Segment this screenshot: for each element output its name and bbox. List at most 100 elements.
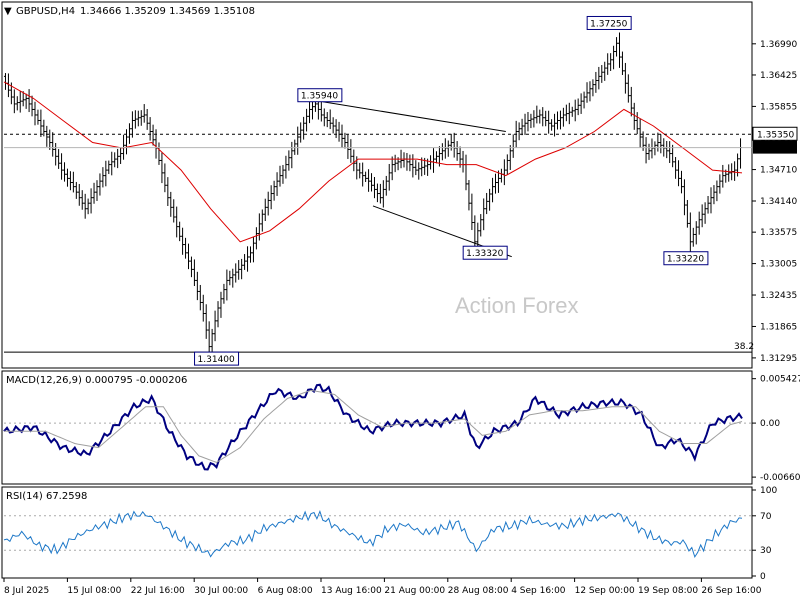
price-bar bbox=[71, 171, 75, 193]
price-bar bbox=[375, 183, 379, 203]
price-bar bbox=[12, 89, 16, 114]
price-bar bbox=[334, 119, 338, 139]
price-bar bbox=[305, 108, 309, 132]
price-bar bbox=[367, 169, 371, 192]
price-bar bbox=[694, 221, 698, 245]
price-bar bbox=[92, 182, 96, 204]
price-bar bbox=[24, 93, 28, 109]
price-bar bbox=[151, 124, 155, 146]
price-bar bbox=[113, 152, 117, 168]
rsi-y-tick-label: 30 bbox=[760, 546, 772, 556]
price-bar bbox=[234, 263, 238, 283]
price-bar bbox=[248, 246, 252, 263]
price-bar bbox=[101, 167, 105, 188]
price-bar bbox=[517, 122, 521, 141]
current-price-tag bbox=[753, 140, 797, 154]
price-bar bbox=[80, 190, 84, 210]
price-bar bbox=[668, 141, 672, 164]
price-bar bbox=[237, 260, 241, 280]
price-bar bbox=[275, 172, 279, 196]
price-bar bbox=[485, 192, 489, 215]
price-bar bbox=[414, 160, 418, 176]
current-price-label: 1.35108 bbox=[757, 144, 794, 154]
price-bar bbox=[588, 81, 592, 102]
price-bar bbox=[659, 134, 663, 154]
price-bar bbox=[133, 110, 137, 129]
price-bar bbox=[127, 123, 131, 144]
rsi-y-tick-label: 70 bbox=[760, 512, 772, 522]
price-bar bbox=[381, 180, 385, 208]
price-bar bbox=[638, 118, 642, 148]
price-bar bbox=[411, 154, 415, 178]
price-bar bbox=[594, 71, 598, 93]
price-bar bbox=[302, 116, 306, 140]
price-bar bbox=[535, 105, 539, 124]
price-bar bbox=[635, 112, 639, 135]
price-bar bbox=[86, 198, 90, 215]
price-bar bbox=[269, 185, 273, 210]
price-bar bbox=[523, 113, 527, 135]
price-bar bbox=[260, 209, 264, 232]
price-bar bbox=[51, 132, 55, 157]
price-bar bbox=[254, 227, 258, 250]
price-bar bbox=[284, 155, 288, 179]
price-bar bbox=[36, 109, 40, 125]
price-bar bbox=[331, 117, 335, 134]
price-y-tick-label: 1.34710 bbox=[760, 166, 797, 176]
price-bar bbox=[175, 206, 179, 238]
price-bar bbox=[325, 112, 329, 128]
price-bar bbox=[343, 132, 347, 149]
price-bar bbox=[370, 173, 374, 192]
price-bar bbox=[479, 214, 483, 237]
price-bar bbox=[110, 151, 114, 176]
price-bar bbox=[266, 191, 270, 216]
price-bar bbox=[623, 62, 627, 94]
price-bar bbox=[116, 148, 120, 169]
price-bar bbox=[349, 139, 353, 163]
price-bar bbox=[219, 291, 223, 318]
macd-y-tick-label: 0.005427 bbox=[760, 375, 800, 385]
price-bar bbox=[420, 157, 424, 177]
price-bar bbox=[299, 122, 303, 143]
price-bar bbox=[195, 271, 199, 301]
price-bar bbox=[629, 86, 633, 117]
price-bar bbox=[579, 93, 583, 114]
price-bar bbox=[564, 104, 568, 122]
price-y-tick-label: 1.32435 bbox=[760, 291, 797, 301]
price-bar bbox=[393, 154, 397, 173]
panel-menu-icon[interactable]: ▼ bbox=[4, 6, 12, 17]
price-bar bbox=[488, 188, 492, 211]
price-bar bbox=[95, 180, 99, 201]
price-bar bbox=[511, 134, 515, 158]
price-bar bbox=[712, 185, 716, 205]
price-bar bbox=[709, 187, 713, 214]
price-bar bbox=[89, 188, 93, 214]
price-bar bbox=[328, 109, 332, 130]
price-bar bbox=[491, 177, 495, 203]
price-bar bbox=[644, 137, 648, 164]
price-bar bbox=[544, 110, 548, 127]
price-bar bbox=[582, 91, 586, 109]
rsi-y-tick-label: 0 bbox=[760, 572, 766, 582]
price-bar bbox=[671, 144, 675, 168]
price-bar bbox=[520, 118, 524, 136]
price-bar bbox=[57, 149, 61, 169]
price-bar bbox=[228, 270, 232, 286]
price-bar bbox=[272, 180, 276, 201]
price-bar bbox=[679, 170, 683, 194]
price-y-tick-label: 1.36425 bbox=[760, 71, 797, 81]
price-annotation-label: 1.33220 bbox=[667, 255, 704, 265]
price-bar bbox=[163, 163, 167, 193]
price-bar bbox=[408, 154, 412, 172]
price-bar bbox=[715, 180, 719, 202]
price-bar bbox=[48, 129, 52, 150]
price-bar bbox=[620, 51, 624, 75]
price-y-tick-label: 1.33005 bbox=[760, 260, 797, 270]
moving-average-line bbox=[3, 81, 743, 243]
price-bar bbox=[597, 66, 601, 90]
price-bar bbox=[54, 143, 58, 166]
price-y-tick-label: 1.36990 bbox=[760, 40, 797, 50]
price-bar bbox=[207, 321, 211, 353]
rsi-title: RSI(14) 67.2598 bbox=[6, 491, 87, 502]
rsi-line bbox=[3, 509, 743, 559]
